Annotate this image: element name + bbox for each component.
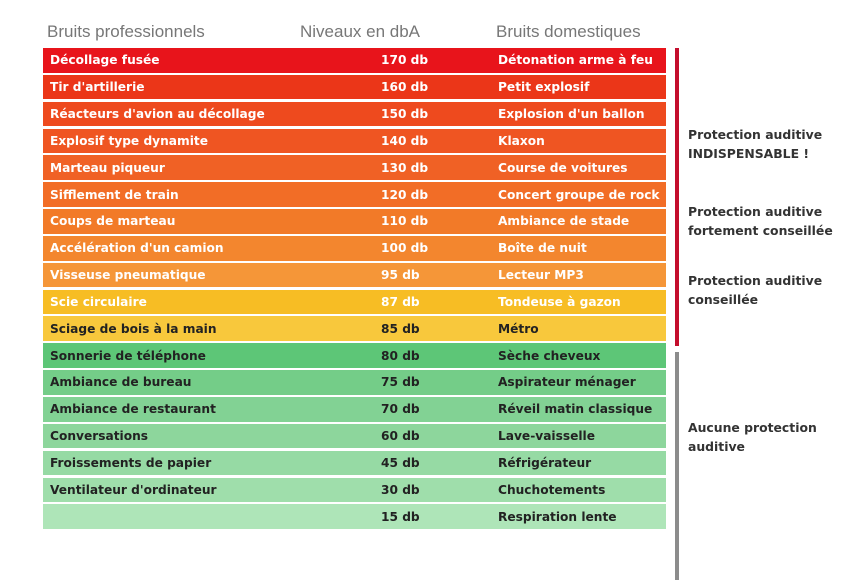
table-row: 15 db Respiration lente — [43, 504, 666, 529]
domestic-noise-cell: Boîte de nuit — [498, 241, 587, 256]
table-row: Explosif type dynamite 140 db Klaxon — [43, 128, 666, 154]
table-row: Visseuse pneumatique 95 db Lecteur MP3 — [43, 262, 666, 288]
noise-level-cell: 60 db — [381, 429, 420, 444]
professional-noise-cell: Réacteurs d'avion au décollage — [50, 106, 265, 121]
table-row: Accélération d'un camion 100 db Boîte de n… — [43, 235, 666, 261]
noise-level-cell: 30 db — [381, 482, 420, 497]
table-row: Ambiance de restaurant 70 db Réveil matin … — [43, 396, 666, 422]
noise-level-cell: 85 db — [381, 321, 420, 336]
noise-level-cell: 130 db — [381, 160, 429, 175]
professional-noise-cell: Explosif type dynamite — [50, 133, 208, 148]
table-row: Scie circulaire 87 db Tondeuse à gazon — [43, 289, 666, 315]
noise-level-cell: 80 db — [381, 348, 420, 363]
domestic-noise-cell: Chuchotements — [498, 482, 606, 497]
note-no-protection: Aucune protection auditive — [688, 420, 817, 454]
note-protection-advised: Protection auditive conseillée — [688, 273, 823, 307]
professional-noise-cell: Froissements de papier — [50, 455, 212, 470]
domestic-noise-cell: Sèche cheveux — [498, 348, 601, 363]
table-row: Marteau piqueur 130 db Course de voitures — [43, 155, 666, 180]
domestic-noise-cell: Klaxon — [498, 133, 545, 148]
domestic-noise-cell: Réveil matin classique — [498, 402, 653, 417]
professional-noise-cell: Coups de marteau — [50, 214, 176, 229]
domestic-noise-cell: Explosion d'un ballon — [498, 106, 645, 121]
noise-level-table: Décollage fusée 170 db Détonation arme à f… — [43, 48, 666, 531]
professional-noise-cell: Ambiance de bureau — [50, 375, 192, 390]
professional-noise-cell: Sciage de bois à la main — [50, 321, 217, 336]
noise-level-cell: 15 db — [381, 509, 420, 524]
header-levels-dba: Niveaux en dbA — [300, 22, 421, 41]
domestic-noise-cell: Réfrigérateur — [498, 455, 592, 470]
domestic-noise-cell: Respiration lente — [498, 509, 617, 524]
table-row: Conversations 60 db Lave-vaisselle — [43, 423, 666, 449]
table-row: Sifflement de train 120 db Concert groupe … — [43, 182, 666, 207]
header-domestic-noises: Bruits domestiques — [496, 22, 641, 41]
noise-level-cell: 87 db — [381, 294, 420, 309]
professional-noise-cell: Scie circulaire — [50, 294, 147, 309]
note-protection-indispensable: Protection auditive INDISPENSABLE ! — [688, 127, 823, 161]
domestic-noise-cell: Petit explosif — [498, 80, 590, 95]
no-protection-bracket — [675, 352, 679, 580]
professional-noise-cell: Ventilateur d'ordinateur — [50, 482, 217, 497]
domestic-noise-cell: Lecteur MP3 — [498, 268, 584, 283]
noise-level-cell: 150 db — [381, 106, 429, 121]
domestic-noise-cell: Métro — [498, 321, 539, 336]
table-row: Ambiance de bureau 75 db Aspirateur ménage… — [43, 370, 666, 395]
table-row: Sonnerie de téléphone 80 db Sèche cheveux — [43, 343, 666, 368]
professional-noise-cell: Conversations — [50, 429, 148, 444]
domestic-noise-cell: Détonation arme à feu — [498, 53, 653, 68]
domestic-noise-cell: Course de voitures — [498, 160, 628, 175]
professional-noise-cell: Décollage fusée — [50, 53, 160, 68]
noise-level-cell: 75 db — [381, 375, 420, 390]
noise-level-cell: 120 db — [381, 187, 429, 202]
noise-level-cell: 45 db — [381, 455, 420, 470]
professional-noise-cell: Visseuse pneumatique — [50, 268, 206, 283]
professional-noise-cell: Marteau piqueur — [50, 160, 165, 175]
table-row: Décollage fusée 170 db Détonation arme à f… — [43, 48, 666, 73]
table-row: Sciage de bois à la main 85 db Métro — [43, 316, 666, 342]
noise-level-cell: 95 db — [381, 268, 420, 283]
domestic-noise-cell: Lave-vaisselle — [498, 429, 596, 444]
noise-level-cell: 110 db — [381, 214, 429, 229]
domestic-noise-cell: Concert groupe de rock — [498, 187, 660, 202]
noise-level-cell: 170 db — [381, 53, 429, 68]
table-row: Ventilateur d'ordinateur 30 db Chuchotemen… — [43, 477, 666, 503]
domestic-noise-cell: Ambiance de stade — [498, 214, 630, 229]
table-row: Tir d'artillerie 160 db Petit explosif — [43, 74, 666, 100]
noise-level-cell: 100 db — [381, 241, 429, 256]
note-protection-strongly-advised: Protection auditive fortement conseillée — [688, 204, 833, 238]
noise-level-cell: 70 db — [381, 402, 420, 417]
table-row: Réacteurs d'avion au décollage 150 db Expl… — [43, 101, 666, 127]
professional-noise-cell: Tir d'artillerie — [50, 80, 145, 95]
professional-noise-cell: Ambiance de restaurant — [50, 402, 216, 417]
domestic-noise-cell: Aspirateur ménager — [498, 375, 636, 390]
noise-level-cell: 140 db — [381, 133, 429, 148]
table-row: Coups de marteau 110 db Ambiance de stade — [43, 209, 666, 234]
header-professional-noises: Bruits professionnels — [47, 22, 205, 41]
noise-level-cell: 160 db — [381, 80, 429, 95]
protection-required-bracket — [675, 48, 679, 346]
table-row: Froissements de papier 45 db Réfrigérateur — [43, 450, 666, 476]
domestic-noise-cell: Tondeuse à gazon — [498, 294, 621, 309]
professional-noise-cell: Sonnerie de téléphone — [50, 348, 206, 363]
professional-noise-cell: Sifflement de train — [50, 187, 179, 202]
professional-noise-cell: Accélération d'un camion — [50, 241, 224, 256]
